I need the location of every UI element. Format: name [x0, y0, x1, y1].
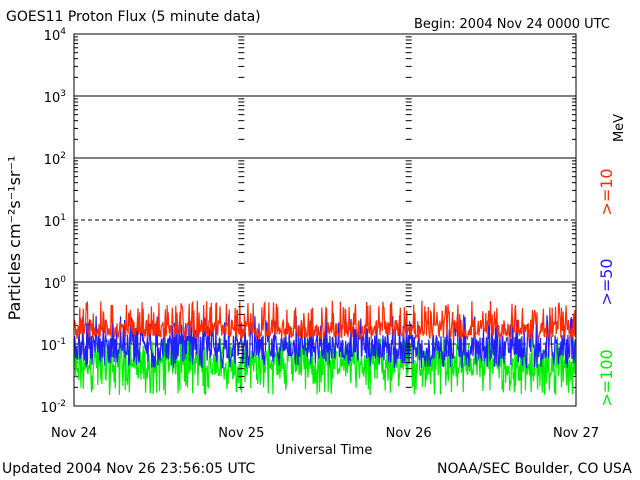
legend: >=10 >=50 >=100 MeV [597, 114, 627, 407]
y-tick-label: 100 [44, 275, 67, 292]
y-tick-labels: 10-2 10-1 100 101 102 103 104 [40, 27, 66, 416]
x-tick-labels: Nov 24 Nov 25 Nov 26 Nov 27 [51, 426, 599, 441]
credit: NOAA/SEC Boulder, CO USA [437, 461, 632, 477]
y-tick-label: 101 [44, 213, 66, 230]
plot-frame [73, 33, 577, 407]
y-tick-label: 10-1 [40, 337, 66, 354]
x-tick-label: Nov 26 [386, 426, 432, 441]
y-tick-label: 104 [44, 27, 67, 44]
series-line [73, 300, 577, 341]
legend-entry: >=50 [597, 258, 616, 305]
x-tick-label: Nov 27 [553, 426, 599, 441]
y-tick-label: 103 [44, 89, 66, 106]
begin-time: Begin: 2004 Nov 24 0000 UTC [414, 17, 610, 32]
series-layer [73, 300, 577, 396]
legend-unit: MeV [612, 114, 627, 142]
y-tick-label: 10-2 [40, 399, 66, 416]
updated-time: Updated 2004 Nov 26 23:56:05 UTC [2, 461, 256, 477]
legend-entry: >=100 [597, 349, 616, 406]
x-tick-label: Nov 25 [218, 426, 264, 441]
chart-title: GOES11 Proton Flux (5 minute data) [6, 9, 261, 25]
x-axis-label: Universal Time [276, 443, 373, 458]
x-tick-label: Nov 24 [51, 426, 97, 441]
legend-entry: >=10 [597, 168, 616, 215]
y-tick-label: 102 [44, 151, 66, 168]
y-axis-label: Particles cm⁻²s⁻¹sr⁻¹ [5, 156, 24, 321]
day-tick-marks [238, 36, 412, 407]
